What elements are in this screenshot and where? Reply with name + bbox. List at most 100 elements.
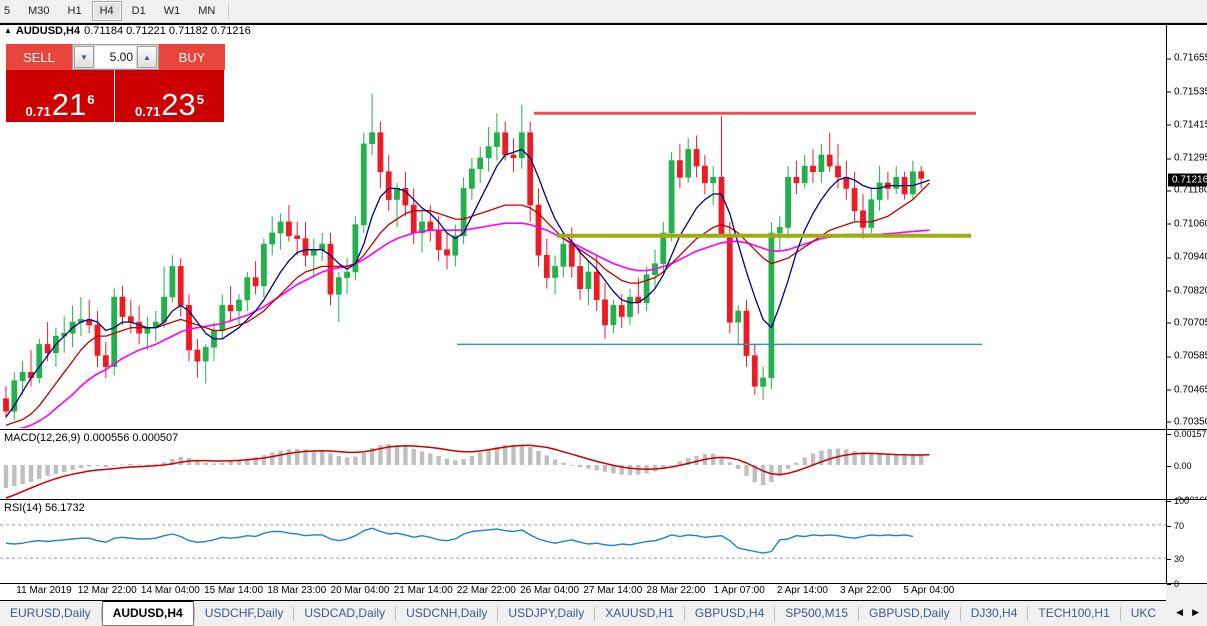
chart-tab-sp500-m15[interactable]: SP500,M15 <box>785 606 848 620</box>
chart-symbol-label: AUDUSD,H4 <box>15 25 81 37</box>
current-price-label: 0.71216 <box>1168 173 1207 187</box>
buy-button[interactable]: BUY <box>159 44 225 70</box>
chart-tab-usdjpy-daily[interactable]: USDJPY,Daily <box>508 606 585 620</box>
price-tick: 0.71295 <box>1167 153 1207 164</box>
tab-scroll-controls: ◀ ▶ <box>1172 601 1207 618</box>
buy-price-big: 23 <box>161 87 196 122</box>
tab-separator <box>293 607 295 621</box>
macd-plot <box>3 444 930 499</box>
macd-tick: 0.001579 <box>1167 429 1207 439</box>
chart-ohlc-values: 0.71184 0.71221 0.71182 0.71216 <box>84 25 251 37</box>
chart-tab-usdcad-daily[interactable]: USDCAD,Daily <box>304 606 386 620</box>
rsi-tick: 0 <box>1167 579 1179 589</box>
timeframe-d1[interactable]: D1 <box>131 5 146 17</box>
tab-separator <box>959 607 961 621</box>
timeframe-m30[interactable]: M30 <box>28 5 50 17</box>
volume-increase-icon[interactable]: ▲ <box>137 46 157 68</box>
time-tick: 21 Mar 14:00 <box>393 585 453 596</box>
volume-stepper[interactable]: ▼ 5.00 ▲ <box>72 44 159 70</box>
timeframe-w1[interactable]: W1 <box>163 5 181 17</box>
chart-tab-usdcnh-daily[interactable]: USDCNH,Daily <box>406 606 488 620</box>
rsi-tick: 100 <box>1167 496 1189 506</box>
price-tick: 0.71655 <box>1167 53 1207 64</box>
rsi-pane[interactable]: RSI(14) 56.1732 <box>0 500 1166 584</box>
tab-separator <box>395 607 397 621</box>
buy-price-prefix: 0.71 <box>134 104 161 119</box>
time-tick: 26 Mar 04:00 <box>520 585 580 596</box>
sell-price-prefix: 0.71 <box>25 104 51 119</box>
time-tick: 11 Mar 2019 <box>16 585 72 596</box>
tab-separator <box>100 607 102 621</box>
price-tick: 0.70940 <box>1167 252 1207 263</box>
buy-price-fraction: 5 <box>196 92 205 107</box>
price-tick: 0.71535 <box>1167 86 1207 97</box>
tab-separator <box>594 607 596 621</box>
volume-input[interactable]: 5.00 <box>95 46 136 68</box>
price-tick: 0.71415 <box>1167 119 1207 130</box>
time-tick: 1 Apr 07:00 <box>713 585 765 596</box>
tab-separator <box>1027 607 1029 621</box>
chart-symbol-header: ▲ AUDUSD,H4 0.71184 0.71221 0.71182 0.71… <box>0 24 1166 38</box>
chart-tab-xauusd-h1[interactable]: XAUUSD,H1 <box>605 606 674 620</box>
price-tick: 0.70585 <box>1167 351 1207 362</box>
chart-tab-bar: EURUSD,Daily AUDUSD,H4 USDCHF,Daily USDCAD,… <box>0 600 1207 626</box>
candlestick-plot <box>3 93 982 428</box>
price-tick: 0.71180 <box>1167 185 1207 196</box>
time-tick: 5 Apr 04:00 <box>903 585 955 596</box>
chart-tab-dj30-h4[interactable]: DJ30,H4 <box>970 606 1018 620</box>
macd-pane[interactable]: MACD(12,26,9) 0.000556 0.000507 <box>0 429 1166 500</box>
trade-panel-price-row: 0.71 21 6 0.71 23 5 <box>6 70 225 122</box>
trade-panel-top-row: SELL ▼ 5.00 ▲ BUY <box>6 44 225 70</box>
price-pane[interactable] <box>0 38 1166 428</box>
volume-decrease-icon[interactable]: ▼ <box>74 46 94 68</box>
time-tick: 2 Apr 14:00 <box>776 585 828 596</box>
rsi-scale[interactable]: 100 70 30 0 <box>1166 496 1207 589</box>
chart-tab-ukc[interactable]: UKC <box>1130 606 1157 620</box>
time-tick: 14 Mar 04:00 <box>140 585 200 596</box>
rsi-plot <box>0 524 1166 559</box>
tab-separator <box>497 607 499 621</box>
time-tick: 28 Mar 22:00 <box>646 585 706 596</box>
macd-tick: 0.00 <box>1167 461 1192 471</box>
sell-price-fraction: 6 <box>87 92 95 107</box>
tab-separator <box>858 607 859 621</box>
timeframe-5[interactable]: 5 <box>4 5 11 17</box>
timeframe-h1[interactable]: H1 <box>67 5 82 17</box>
rsi-tick: 30 <box>1167 554 1184 564</box>
time-scale[interactable]: 11 Mar 2019 12 Mar 22:00 14 Mar 04:00 15 Ma… <box>0 584 1166 601</box>
sell-price-block[interactable]: 0.71 21 6 <box>6 70 115 122</box>
toolbar-separator <box>228 2 230 20</box>
price-tick: 0.70705 <box>1167 317 1207 328</box>
one-click-trading-panel[interactable]: SELL ▼ 5.00 ▲ BUY 0.71 21 6 0.71 23 5 <box>6 44 225 122</box>
buy-price-block[interactable]: 0.71 23 5 <box>115 70 224 122</box>
timeframe-h4[interactable]: H4 <box>91 1 122 21</box>
rsi-label: RSI(14) 56.1732 <box>4 502 88 514</box>
chart-tab-gbpusd-h4[interactable]: GBPUSD,H4 <box>694 606 765 620</box>
macd-label: MACD(12,26,9) 0.000556 0.000507 <box>4 432 182 444</box>
timeframe-mn[interactable]: MN <box>198 5 216 17</box>
triangle-right-icon[interactable]: ▶ <box>1192 607 1199 617</box>
chart-tab-usdchf-daily[interactable]: USDCHF,Daily <box>204 606 284 620</box>
macd-scale[interactable]: 0.0015790.00-0.001693 <box>1166 429 1207 505</box>
rsi-tick: 70 <box>1167 521 1184 531</box>
chart-tab-eurusd-daily[interactable]: EURUSD,Daily <box>10 606 91 620</box>
triangle-up-icon[interactable]: ▲ <box>4 26 12 35</box>
tab-separator <box>193 607 195 621</box>
tab-separator <box>774 607 776 621</box>
time-tick: 3 Apr 22:00 <box>840 585 892 596</box>
chart-tab-gbpusd-daily[interactable]: GBPUSD,Daily <box>869 606 950 620</box>
tab-separator <box>683 607 685 621</box>
chart-tab-audusd-h4[interactable]: AUDUSD,H4 <box>101 600 194 626</box>
triangle-left-icon[interactable]: ◀ <box>1176 607 1184 617</box>
time-tick: 22 Mar 22:00 <box>456 585 516 596</box>
time-tick: 20 Mar 04:00 <box>330 585 390 596</box>
chart-tab-tech100-h1[interactable]: TECH100,H1 <box>1038 606 1110 620</box>
sell-button[interactable]: SELL <box>6 44 72 70</box>
price-tick: 0.70820 <box>1167 285 1207 296</box>
price-tick: 0.71060 <box>1167 218 1207 229</box>
timeframe-toolbar: 5 M30 H1 H4 D1 W1 MN <box>0 0 1207 23</box>
price-tick: 0.70350 <box>1167 416 1207 427</box>
tab-separator <box>1119 607 1121 621</box>
price-scale[interactable]: 0.71655 0.71535 0.71415 0.71295 0.71180 0.710… <box>1166 23 1207 429</box>
